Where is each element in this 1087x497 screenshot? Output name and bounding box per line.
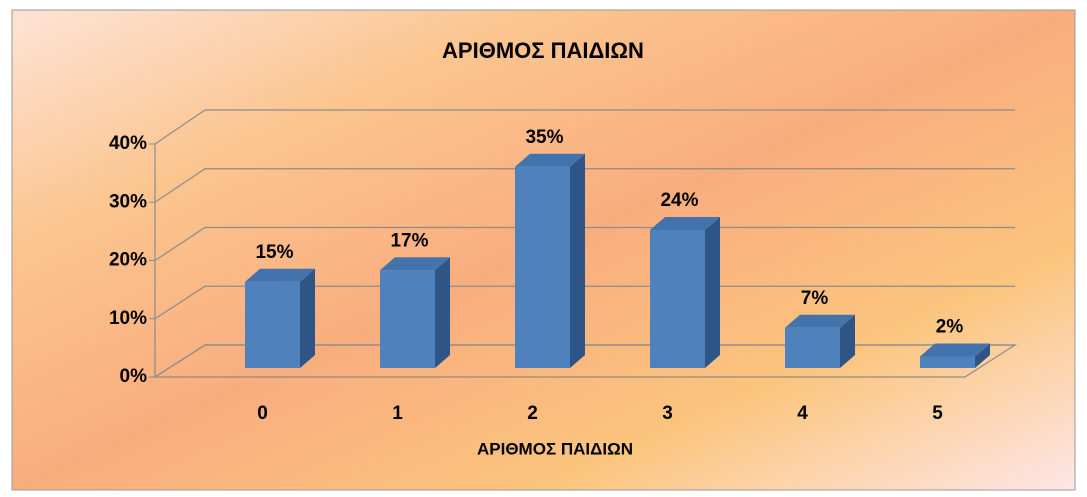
bar (650, 230, 705, 368)
bar-top (515, 153, 585, 167)
bar-side (705, 217, 720, 368)
y-tick-label: 0% (120, 366, 148, 387)
bar-side (975, 343, 990, 368)
data-label: 35% (525, 127, 563, 148)
bar (515, 166, 570, 368)
grid-line (154, 109, 1015, 145)
bar-side (435, 257, 450, 368)
bar (785, 327, 840, 368)
data-label: 15% (255, 242, 293, 263)
data-label: 24% (660, 190, 698, 211)
x-tick-label: 3 (662, 403, 673, 424)
bar-top (380, 257, 450, 271)
x-axis-label: ΑΡΙΘΜΟΣ ΠΑΙΔΙΩΝ (477, 439, 633, 458)
bar (920, 356, 975, 368)
bar-top (245, 268, 315, 282)
bar-side (840, 314, 855, 368)
x-tick-label: 4 (797, 403, 808, 424)
y-tick-label: 20% (109, 250, 147, 271)
x-tick-label: 0 (257, 403, 268, 424)
bar-top (920, 343, 990, 357)
bar (245, 281, 300, 368)
chart-title: ΑΡΙΘΜΟΣ ΠΑΙΔΙΩΝ (442, 38, 644, 63)
bar (380, 270, 435, 368)
y-tick-label: 10% (109, 308, 147, 329)
grid-line (154, 344, 1015, 378)
data-label: 17% (390, 230, 428, 251)
y-tick-label: 40% (109, 133, 147, 154)
bar-top (785, 314, 855, 328)
grid-line (154, 285, 1015, 320)
x-tick-label: 5 (932, 403, 943, 424)
grid-line (154, 168, 1015, 203)
data-label: 7% (801, 288, 829, 309)
bar-top (650, 217, 720, 230)
bar-side (300, 268, 315, 368)
x-tick-label: 1 (392, 403, 403, 424)
x-tick-label: 2 (527, 403, 538, 424)
y-tick-label: 30% (109, 191, 147, 212)
bar-side (570, 153, 585, 368)
grid-line (154, 226, 1015, 262)
data-label: 2% (936, 317, 964, 338)
